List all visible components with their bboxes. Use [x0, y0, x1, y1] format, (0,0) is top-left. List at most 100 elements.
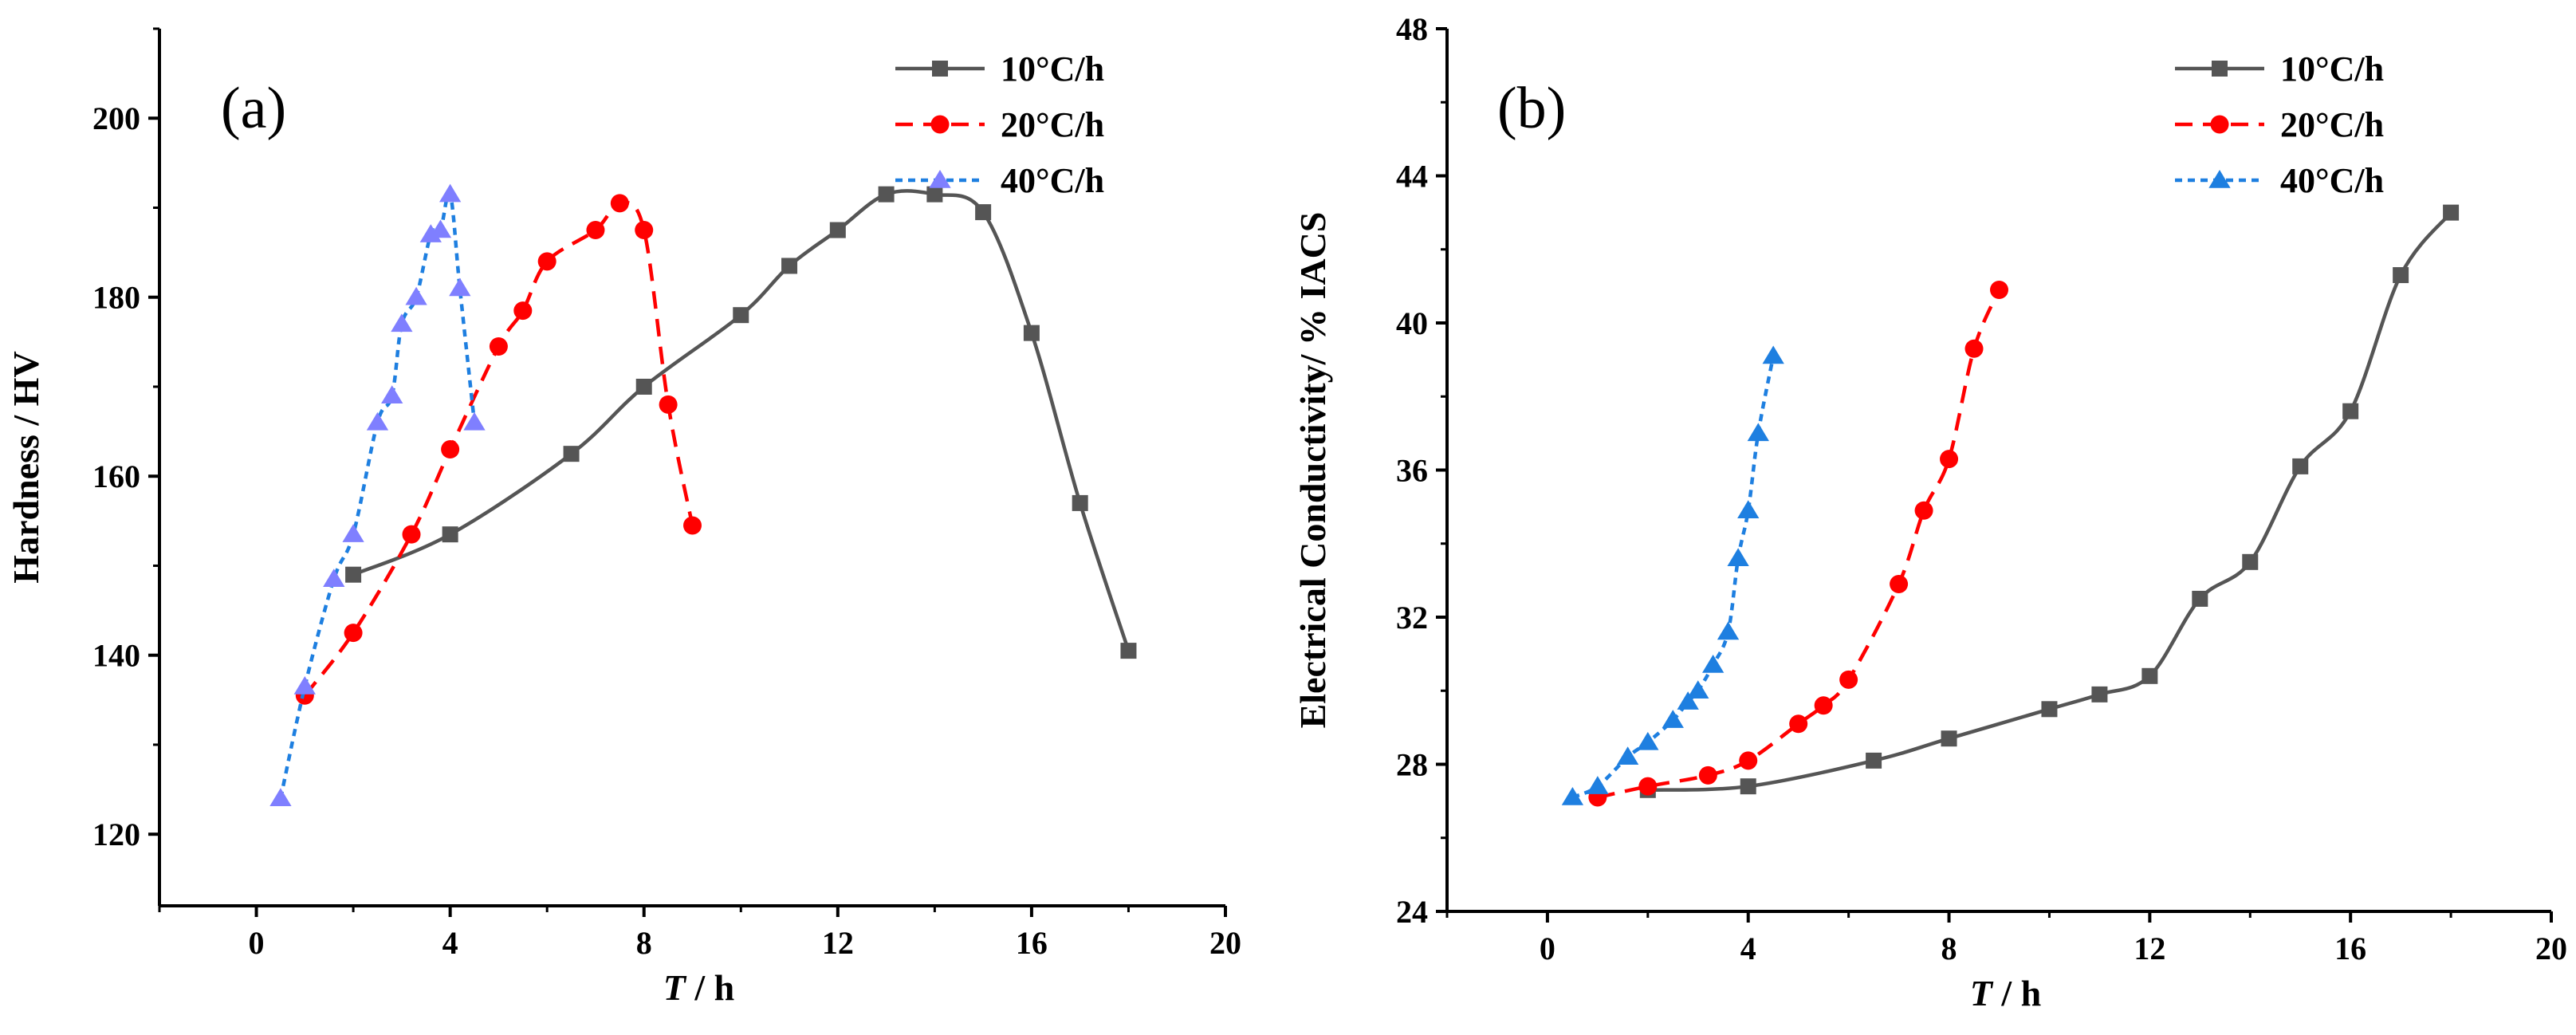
- data-point: [781, 258, 798, 274]
- data-point: [878, 186, 895, 203]
- data-point: [537, 252, 556, 271]
- data-point: [2041, 701, 2058, 718]
- data-point: [442, 526, 458, 543]
- data-point: [2212, 61, 2228, 77]
- series-line: [303, 201, 694, 697]
- hardness-chart: (a) 0 4 8 12 16 20 120 140 160 180 200 T / h Hardnes…: [6, 27, 1241, 1008]
- data-point: [563, 446, 580, 462]
- data-point: [1964, 339, 1984, 358]
- y-tick-label: 24: [1396, 894, 1428, 930]
- data-point: [829, 222, 846, 238]
- data-point: [402, 525, 421, 544]
- data-point: [441, 440, 460, 459]
- series-2: [295, 194, 702, 705]
- data-point: [429, 219, 452, 238]
- y-axis-label: Electrical Conductivity/ % IACS: [1292, 212, 1333, 729]
- data-point: [269, 788, 292, 807]
- x-tick-label: 8: [636, 925, 652, 961]
- data-point: [463, 411, 486, 431]
- data-point: [1737, 500, 1760, 518]
- data-point: [1637, 731, 1659, 750]
- panel-label: (a): [221, 76, 286, 141]
- x-tick-label: 0: [249, 925, 265, 961]
- data-point: [513, 301, 533, 321]
- legend-label: 10°C/h: [2280, 49, 2384, 89]
- y-tick-label: 36: [1396, 453, 1428, 489]
- y-tick-label: 48: [1396, 11, 1428, 47]
- data-point: [1561, 787, 1584, 805]
- x-tick-label: 16: [2334, 931, 2366, 966]
- data-point: [1789, 714, 1808, 734]
- data-point: [1120, 643, 1137, 659]
- data-point: [2242, 553, 2259, 570]
- data-point: [926, 186, 943, 203]
- data-point: [659, 395, 678, 414]
- y-tick-label: 140: [92, 638, 140, 674]
- data-point: [1814, 696, 1833, 715]
- data-point: [489, 336, 508, 356]
- x-tick-label: 20: [2535, 931, 2567, 966]
- legend-label: 10°C/h: [1001, 49, 1104, 89]
- legend-item: 10°C/h: [2175, 49, 2384, 89]
- data-point: [1662, 710, 1684, 728]
- x-tick-label: 4: [442, 925, 458, 961]
- data-point: [439, 183, 462, 203]
- data-point: [635, 221, 654, 240]
- data-point: [1072, 494, 1088, 511]
- data-point: [683, 516, 702, 535]
- x-axis-label-symbol: T: [663, 967, 687, 1008]
- x-tick-label: 12: [822, 925, 854, 961]
- data-point: [1687, 680, 1709, 699]
- y-tick-label: 200: [92, 100, 140, 136]
- x-tick-label: 16: [1016, 925, 1048, 961]
- data-point: [1587, 776, 1609, 794]
- data-point: [293, 676, 316, 695]
- y-tick-label: 44: [1396, 159, 1428, 195]
- data-point: [1727, 548, 1749, 566]
- series-3: [269, 183, 486, 807]
- series-2: [1588, 280, 2008, 807]
- data-point: [345, 566, 362, 583]
- data-point: [449, 277, 471, 297]
- data-point: [1616, 746, 1639, 765]
- legend: 10°C/h 20°C/h 40°C/h: [2175, 49, 2384, 200]
- data-point: [1638, 777, 1658, 796]
- legend-label: 20°C/h: [1001, 105, 1104, 144]
- x-axis-label-unit: / h: [686, 967, 734, 1008]
- data-point: [323, 569, 345, 588]
- data-point: [1914, 501, 1933, 520]
- data-point: [1747, 423, 1769, 442]
- legend-item: 40°C/h: [2175, 161, 2384, 200]
- x-axis-label: T / h: [1970, 973, 2041, 1013]
- panel-label: (b): [1497, 76, 1566, 141]
- data-point: [1023, 325, 1040, 341]
- legend-label: 40°C/h: [1001, 161, 1104, 200]
- data-point: [1677, 691, 1699, 710]
- legend-label: 40°C/h: [2280, 161, 2384, 200]
- data-point: [366, 411, 389, 431]
- y-tick-label: 180: [92, 280, 140, 316]
- x-axis-label: T / h: [663, 967, 734, 1008]
- data-point: [405, 286, 427, 305]
- series-1: [345, 186, 1137, 659]
- legend: 10°C/h 20°C/h 40°C/h: [895, 49, 1104, 200]
- data-point: [1940, 450, 1959, 469]
- y-tick-label: 40: [1396, 305, 1428, 341]
- x-tick-label: 4: [1740, 931, 1756, 966]
- legend-item: 10°C/h: [895, 49, 1104, 89]
- data-point: [342, 524, 364, 542]
- data-point: [930, 115, 950, 134]
- data-point: [344, 624, 363, 643]
- data-point: [1866, 752, 1882, 769]
- data-point: [929, 170, 951, 188]
- data-point: [733, 307, 749, 324]
- data-point: [2192, 590, 2208, 607]
- data-point: [1890, 574, 1909, 593]
- data-point: [1740, 778, 1756, 795]
- x-tick-label: 12: [2134, 931, 2165, 966]
- data-point: [1717, 621, 1740, 640]
- legend-label: 20°C/h: [2280, 105, 2384, 144]
- data-point: [975, 204, 992, 221]
- data-point: [1762, 345, 1784, 364]
